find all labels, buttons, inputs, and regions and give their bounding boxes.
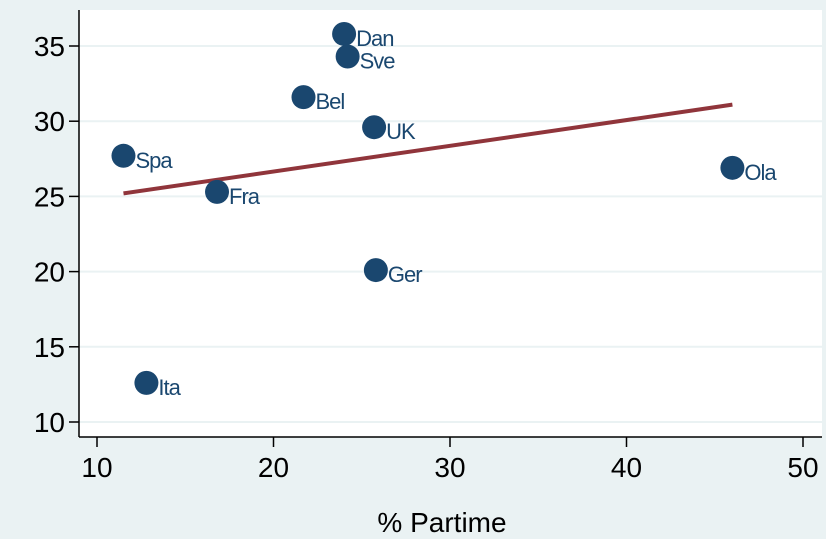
- point-spa: [111, 143, 136, 168]
- point-label-ola: Ola: [744, 160, 777, 185]
- x-tick-label: 30: [434, 452, 465, 483]
- x-tick-label: 10: [81, 452, 112, 483]
- x-tick-label: 50: [787, 452, 818, 483]
- plot-area: [79, 10, 822, 437]
- point-ola: [720, 155, 745, 180]
- point-fra: [205, 179, 230, 204]
- x-axis-title: % Partime: [377, 507, 506, 538]
- x-tick-label: 20: [258, 452, 289, 483]
- y-tick-label: 15: [34, 332, 65, 363]
- point-bel: [291, 85, 316, 110]
- fit-line-group: [123, 102, 733, 196]
- y-tick-label: 20: [34, 257, 65, 288]
- point-label-ger: Ger: [388, 262, 422, 287]
- y-tick-label: 30: [34, 106, 65, 137]
- point-label-ita: Ita: [158, 375, 181, 400]
- point-label-uk: UK: [386, 119, 416, 144]
- fit-line: [123, 102, 733, 196]
- point-label-sve: Sve: [360, 49, 396, 74]
- point-sve: [335, 44, 360, 69]
- y-tick-label: 25: [34, 181, 65, 212]
- grid-lines: [79, 45, 822, 423]
- point-label-dan: Dan: [356, 26, 393, 51]
- point-label-spa: Spa: [135, 148, 173, 173]
- point-ita: [134, 370, 159, 395]
- y-tick-label: 10: [34, 407, 65, 438]
- point-uk: [362, 115, 387, 140]
- point-label-bel: Bel: [316, 89, 345, 114]
- axes: 10 15 20 25 30 35 10 20 30 40 50: [34, 10, 822, 483]
- point-dan: [332, 21, 357, 46]
- point-ger: [363, 258, 388, 283]
- x-tick-label: 40: [611, 452, 642, 483]
- y-tick-label: 35: [34, 31, 65, 62]
- point-label-fra: Fra: [229, 184, 261, 209]
